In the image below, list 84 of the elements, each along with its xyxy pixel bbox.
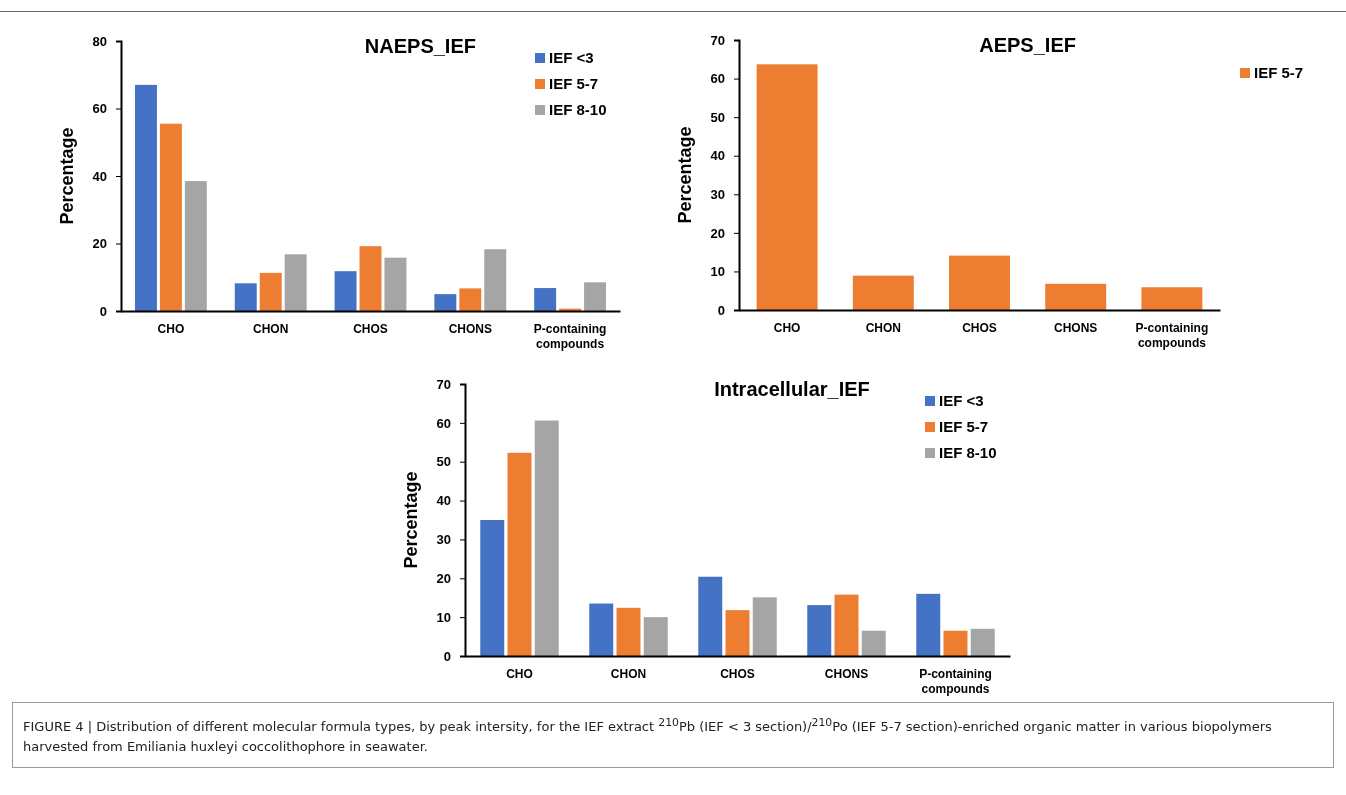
legend-label: IEF <3 <box>939 392 984 409</box>
y-tick-label: 70 <box>436 376 451 392</box>
x-tick-label: P-containing compounds <box>919 667 992 696</box>
y-tick-label: 60 <box>436 415 451 431</box>
x-tick-label: CHON <box>253 322 289 337</box>
bar <box>1141 287 1203 310</box>
bar <box>434 294 457 311</box>
legend-label: IEF 5-7 <box>939 418 989 435</box>
bar <box>534 420 559 656</box>
bar <box>484 249 507 311</box>
y-tick-label: 50 <box>710 109 725 125</box>
bar <box>807 605 832 656</box>
legend-label: IEF 5-7 <box>549 75 599 92</box>
y-axis-title: Percentage <box>57 127 77 225</box>
bar <box>184 181 207 311</box>
x-tick-label: CHONS <box>1054 321 1098 336</box>
bar <box>698 576 723 656</box>
y-tick-label: 10 <box>710 264 725 280</box>
bar <box>159 123 182 311</box>
x-tick-label: CHONS <box>824 667 869 682</box>
bar <box>589 603 614 656</box>
x-tick-label: CHON <box>865 321 901 336</box>
bar <box>834 594 859 656</box>
legend-label: IEF 8-10 <box>939 444 997 461</box>
y-axis-title: Percentage <box>401 471 421 569</box>
bar <box>752 597 777 656</box>
bar <box>756 64 818 310</box>
y-tick-label: 60 <box>710 71 725 87</box>
y-tick-label: 40 <box>436 493 451 509</box>
bar <box>943 630 968 656</box>
y-tick-label: 40 <box>92 168 107 184</box>
y-tick-label: 30 <box>436 532 451 548</box>
bar <box>949 255 1010 310</box>
bar <box>1045 283 1107 310</box>
bar <box>384 257 407 311</box>
legend-label: IEF <3 <box>549 49 594 66</box>
y-tick-label: 20 <box>436 570 451 586</box>
x-tick-label: CHOS <box>962 321 997 336</box>
bar <box>259 272 282 311</box>
y-tick-label: 0 <box>99 303 107 319</box>
bar <box>534 288 557 311</box>
legend-label: IEF 8-10 <box>549 101 607 118</box>
x-tick-label: CHOS <box>720 667 755 682</box>
x-tick-label: P-containing compounds <box>533 322 607 351</box>
y-tick-label: 20 <box>92 236 107 252</box>
y-tick-label: 50 <box>436 454 451 470</box>
x-tick-label: CHO <box>157 322 185 337</box>
x-tick-label: CHONS <box>448 322 492 337</box>
bar <box>725 610 750 656</box>
legend-label: IEF 5-7 <box>1254 64 1304 81</box>
x-tick-label: P-containing compounds <box>1135 321 1209 350</box>
y-tick-label: 40 <box>710 148 725 164</box>
chart-title: NAEPS_IEF <box>364 35 476 57</box>
x-tick-label: CHOS <box>353 322 388 337</box>
y-tick-label: 80 <box>92 33 107 49</box>
y-tick-label: 0 <box>443 648 451 664</box>
x-tick-label: CHO <box>773 321 801 336</box>
bar <box>643 617 668 656</box>
bar <box>134 84 157 311</box>
bar <box>861 630 886 656</box>
y-tick-label: 10 <box>436 609 451 625</box>
x-tick-label: CHO <box>506 667 533 682</box>
bar <box>359 246 382 311</box>
bar <box>970 628 995 656</box>
chart-title: AEPS_IEF <box>979 34 1076 56</box>
bar <box>459 288 482 311</box>
text: FIGURE 4 | Distribution of different molecular formula types, by peak intersity, for the IEF extract $^{210}$Pb (IEF < 3 section)/$^{210}$Po (IEF 5-7 section)-enriched organic matter in various biopolymers harvested from Emiliania huxleyi coccolithophore in seawater. <box>23 716 1272 755</box>
bar <box>334 271 357 311</box>
y-tick-label: 20 <box>710 225 725 241</box>
bar <box>852 275 914 310</box>
y-tick-label: 60 <box>92 101 107 117</box>
y-tick-label: 30 <box>710 186 725 202</box>
bar <box>234 283 257 311</box>
bar <box>284 254 307 311</box>
bar <box>916 593 941 656</box>
bar <box>507 452 532 656</box>
y-tick-label: 70 <box>710 32 725 48</box>
bar <box>584 282 607 311</box>
chart-title: Intracellular_IEF <box>714 378 870 400</box>
y-tick-label: 0 <box>717 302 725 318</box>
bar <box>616 607 641 656</box>
bar <box>480 520 505 656</box>
x-tick-label: CHON <box>610 667 647 682</box>
y-axis-title: Percentage <box>675 126 695 224</box>
